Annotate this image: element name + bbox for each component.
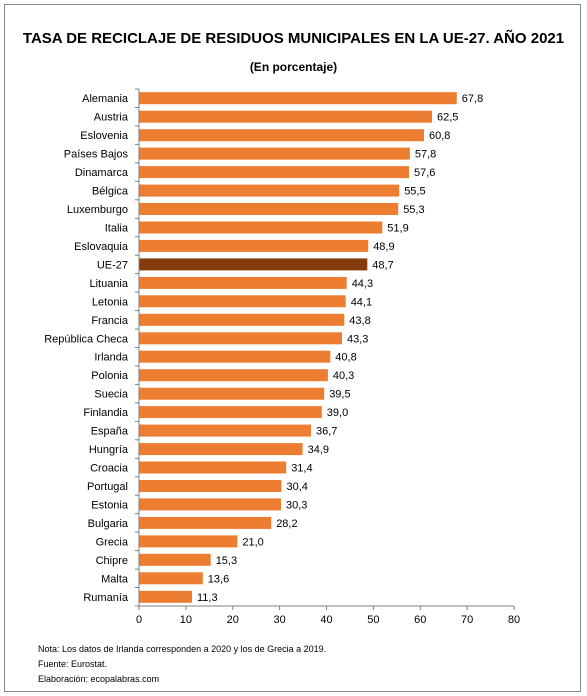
data-label: 55,3 xyxy=(403,204,424,216)
category-label: Bulgaria xyxy=(88,518,129,530)
bar xyxy=(139,424,311,437)
bar xyxy=(139,239,369,252)
bar xyxy=(139,480,282,492)
category-label: Irlanda xyxy=(94,352,129,364)
x-tick-label: 40 xyxy=(320,614,332,626)
data-label: 34,9 xyxy=(308,444,329,456)
bar xyxy=(139,295,346,308)
category-label: Bélgica xyxy=(92,186,129,198)
x-tick-label: 70 xyxy=(461,614,473,626)
category-label: Italia xyxy=(105,223,129,235)
bar xyxy=(139,313,345,326)
chart-source: Fuente: Eurostat. xyxy=(38,659,108,669)
x-tick-label: 20 xyxy=(227,614,239,626)
bar xyxy=(139,147,410,160)
category-label: Luxemburgo xyxy=(67,204,128,216)
bar xyxy=(139,516,272,529)
category-label: Letonia xyxy=(92,296,129,308)
bar xyxy=(139,129,424,142)
data-label: 48,9 xyxy=(373,241,394,253)
bar xyxy=(139,221,383,234)
bar xyxy=(139,166,409,179)
bar xyxy=(139,110,432,123)
category-label: Eslovenia xyxy=(80,130,129,142)
x-tick-label: 0 xyxy=(136,614,142,626)
data-label: 57,8 xyxy=(415,149,436,161)
category-label: Polonia xyxy=(91,370,129,382)
category-label: Croacia xyxy=(90,463,129,475)
bar xyxy=(139,572,203,585)
data-label: 43,8 xyxy=(349,315,370,327)
data-label: 48,7 xyxy=(372,259,393,271)
category-label: Chipre xyxy=(96,555,128,567)
category-label: Hungría xyxy=(89,444,129,456)
data-label: 43,3 xyxy=(347,333,368,345)
data-label: 55,5 xyxy=(404,186,425,198)
x-tick-label: 80 xyxy=(508,614,520,626)
category-label: Países Bajos xyxy=(64,149,129,161)
data-label: 44,3 xyxy=(352,278,373,290)
bar xyxy=(139,498,281,511)
category-label: Francia xyxy=(91,315,129,327)
category-label: Alemania xyxy=(82,93,129,105)
category-label: Eslovaquia xyxy=(74,241,129,253)
data-label: 57,6 xyxy=(414,167,435,179)
bar xyxy=(139,553,211,566)
bar xyxy=(139,332,342,345)
data-label: 39,5 xyxy=(329,389,350,401)
bar xyxy=(139,387,325,400)
category-label: Rumanía xyxy=(83,592,129,604)
category-label: Malta xyxy=(101,573,129,585)
data-label: 60,8 xyxy=(429,130,450,142)
data-label: 30,4 xyxy=(287,481,308,493)
bar xyxy=(139,258,368,271)
data-label: 21,0 xyxy=(242,536,263,548)
bar xyxy=(139,369,328,382)
category-label: República Checa xyxy=(44,333,129,345)
bar xyxy=(139,461,287,474)
x-tick-label: 10 xyxy=(180,614,192,626)
data-label: 44,1 xyxy=(351,296,372,308)
bar xyxy=(139,406,322,419)
category-label: Suecia xyxy=(94,389,129,401)
category-label: Dinamarca xyxy=(75,167,129,179)
bar xyxy=(139,443,303,456)
bar xyxy=(139,276,347,289)
data-label: 15,3 xyxy=(216,555,237,567)
category-label: Grecia xyxy=(96,536,129,548)
chart-note: Nota: Los datos de Irlanda corresponden … xyxy=(38,644,327,654)
data-label: 40,3 xyxy=(333,370,354,382)
data-label: 40,8 xyxy=(335,352,356,364)
chart-credit: Elaboración: ecopalabras.com xyxy=(38,674,160,684)
category-label: Portugal xyxy=(87,481,128,493)
x-tick-label: 30 xyxy=(273,614,285,626)
category-label: Finlandia xyxy=(83,407,129,419)
bar xyxy=(139,535,238,548)
category-label: España xyxy=(91,426,129,438)
category-label: Lituania xyxy=(89,278,128,290)
bar xyxy=(139,203,399,215)
category-label: Estonia xyxy=(91,499,129,511)
data-label: 39,0 xyxy=(327,407,348,419)
x-tick-label: 60 xyxy=(414,614,426,626)
bar xyxy=(139,350,331,363)
data-label: 67,8 xyxy=(462,93,483,105)
bar xyxy=(139,184,400,197)
bar xyxy=(139,92,457,105)
data-label: 11,3 xyxy=(197,592,218,604)
category-label: UE-27 xyxy=(97,259,128,271)
data-label: 28,2 xyxy=(276,518,297,530)
data-label: 30,3 xyxy=(286,499,307,511)
category-label: Austria xyxy=(94,112,129,124)
data-label: 13,6 xyxy=(208,573,229,585)
data-label: 31,4 xyxy=(291,463,312,475)
data-label: 51,9 xyxy=(387,223,408,235)
chart-title: TASA DE RECICLAJE DE RESIDUOS MUNICIPALE… xyxy=(22,30,565,47)
chart-subtitle: (En porcentaje) xyxy=(249,60,338,74)
bar xyxy=(139,590,192,603)
x-tick-label: 50 xyxy=(367,614,379,626)
data-label: 62,5 xyxy=(437,112,458,124)
data-label: 36,7 xyxy=(316,426,337,438)
